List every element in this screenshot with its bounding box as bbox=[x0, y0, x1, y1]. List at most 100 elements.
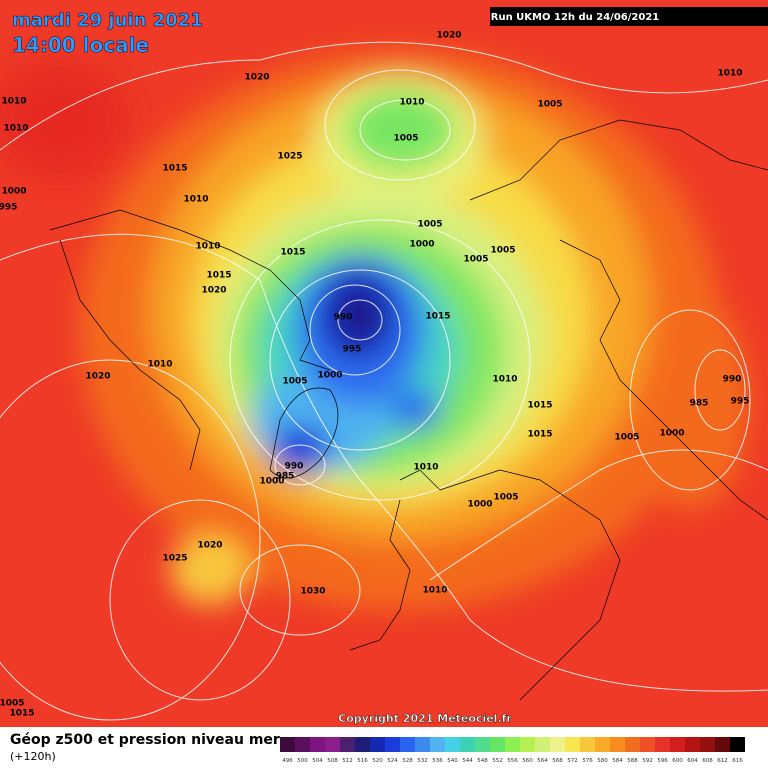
isobar-label: 1005 bbox=[417, 220, 442, 230]
colorbar-swatch bbox=[460, 737, 475, 752]
colorbar-swatch bbox=[565, 737, 580, 752]
colorbar-label: 552 bbox=[492, 758, 503, 764]
colorbar-label: 496 bbox=[282, 758, 293, 764]
colorbar-swatch bbox=[730, 737, 745, 752]
isobar-label: 1030 bbox=[300, 587, 325, 597]
isobar-label: 1015 bbox=[527, 430, 552, 440]
colorbar-label: 576 bbox=[582, 758, 593, 764]
isobar-label: 1010 bbox=[3, 124, 28, 134]
colorbar-label: 524 bbox=[387, 758, 398, 764]
colorbar-swatch bbox=[355, 737, 370, 752]
colorbar-label: 540 bbox=[447, 758, 458, 764]
isobar-label: 985 bbox=[276, 472, 295, 482]
colorbar-swatch bbox=[640, 737, 655, 752]
isobar-label: 1000 bbox=[659, 429, 684, 439]
colorbar-label: 604 bbox=[687, 758, 698, 764]
isobar-label: 995 bbox=[731, 397, 750, 407]
colorbar-label: 548 bbox=[477, 758, 488, 764]
isobar-label: 1005 bbox=[393, 134, 418, 144]
colorbar-swatch bbox=[610, 737, 625, 752]
isobars bbox=[0, 41, 768, 721]
run-info: Run UKMO 12h du 24/06/2021 bbox=[491, 12, 660, 23]
colorbar-swatch bbox=[400, 737, 415, 752]
isobar-label: 1005 bbox=[490, 246, 515, 256]
run-box bbox=[490, 7, 768, 26]
colorbar-label: 500 bbox=[297, 758, 308, 764]
colorbar-swatch bbox=[595, 737, 610, 752]
isobar-label: 1005 bbox=[614, 433, 639, 443]
colorbar-swatch bbox=[295, 737, 310, 752]
colorbar-label: 556 bbox=[507, 758, 518, 764]
isobar-label: 1015 bbox=[425, 312, 450, 322]
geopotential-field bbox=[0, 50, 750, 610]
isobar-label: 1015 bbox=[206, 271, 231, 281]
isobar-label: 1000 bbox=[317, 371, 342, 381]
copyright: Copyright 2021 Meteociel.fr bbox=[338, 712, 512, 725]
isobar-label: 995 bbox=[0, 203, 17, 213]
isobar-label: 1010 bbox=[183, 195, 208, 205]
colorbar-swatch bbox=[700, 737, 715, 752]
colorbar-swatch bbox=[685, 737, 700, 752]
isobar-label: 985 bbox=[690, 399, 709, 409]
colorbar-swatch bbox=[280, 737, 295, 752]
colorbar-label: 560 bbox=[522, 758, 533, 764]
isobar-label: 990 bbox=[723, 375, 742, 385]
isobar-label: 1020 bbox=[85, 372, 110, 382]
isobar-labels: 1020 1010 1020 1010 1005 1010 1010 1005 1025 1015… bbox=[0, 31, 749, 719]
isobar-label: 1015 bbox=[527, 401, 552, 411]
colorbar-label: 528 bbox=[402, 758, 413, 764]
coastlines bbox=[49, 119, 768, 701]
colorbar-swatch bbox=[655, 737, 670, 752]
colorbar-label: 516 bbox=[357, 758, 368, 764]
date: mardi 29 juin 2021 bbox=[12, 10, 203, 31]
isobar-label: 1020 bbox=[436, 31, 461, 41]
colorbar-swatch bbox=[670, 737, 685, 752]
isobar-label: 1000 bbox=[409, 240, 434, 250]
colorbar-swatch bbox=[580, 737, 595, 752]
isobar-label: 1005 bbox=[537, 100, 562, 110]
colorbar-label: 520 bbox=[372, 758, 383, 764]
isobar-label: 1015 bbox=[280, 248, 305, 258]
colorbar-swatch bbox=[505, 737, 520, 752]
isobar-label: 995 bbox=[343, 345, 362, 355]
colorbar-label: 564 bbox=[537, 758, 548, 764]
colorbar-swatch bbox=[535, 737, 550, 752]
field: 1020 1010 1020 1010 1005 1010 1010 1005 1025 1015… bbox=[0, 0, 768, 727]
colorbar-swatch bbox=[445, 737, 460, 752]
isobar-label: 1000 bbox=[259, 477, 284, 487]
isobar-label: 1005 bbox=[463, 255, 488, 265]
colorbar-label: 544 bbox=[462, 758, 473, 764]
colorbar-swatch bbox=[490, 737, 505, 752]
colorbar-label: 588 bbox=[627, 758, 638, 764]
isobar-label: 1010 bbox=[422, 586, 447, 596]
colorbar-label: 504 bbox=[312, 758, 323, 764]
colorbar-label: 536 bbox=[432, 758, 443, 764]
colorbar-swatch bbox=[430, 737, 445, 752]
isobar-label: 1010 bbox=[413, 463, 438, 473]
colorbar-swatch bbox=[385, 737, 400, 752]
colorbar-swatch bbox=[550, 737, 565, 752]
isobar-label: 1005 bbox=[493, 493, 518, 503]
isobar-label: 1010 bbox=[492, 375, 517, 385]
colorbar-label: 612 bbox=[717, 758, 728, 764]
colorbar-label: 584 bbox=[612, 758, 623, 764]
isobar-label: 1010 bbox=[399, 98, 424, 108]
time: 14:00 locale bbox=[12, 33, 149, 57]
colorbar-label: 592 bbox=[642, 758, 653, 764]
isobar-label: 1015 bbox=[9, 709, 34, 719]
isobar-label: 1015 bbox=[162, 164, 187, 174]
colorbar: 496 500 504 508 512 516 520 524 528 532 536 540 544 5… bbox=[280, 737, 745, 764]
isobar-label: 1020 bbox=[244, 73, 269, 83]
isobar-label: 1020 bbox=[201, 286, 226, 296]
isobar-label: 1010 bbox=[1, 97, 26, 107]
isobar-label: 1000 bbox=[1, 187, 26, 197]
colorbar-label: 572 bbox=[567, 758, 578, 764]
colorbar-label: 512 bbox=[342, 758, 353, 764]
isobar-label: 1025 bbox=[162, 554, 187, 564]
colorbar-swatch bbox=[625, 737, 640, 752]
isobar-label: 990 bbox=[285, 462, 304, 472]
colorbar-label: 600 bbox=[672, 758, 683, 764]
colorbar-label: 508 bbox=[327, 758, 338, 764]
